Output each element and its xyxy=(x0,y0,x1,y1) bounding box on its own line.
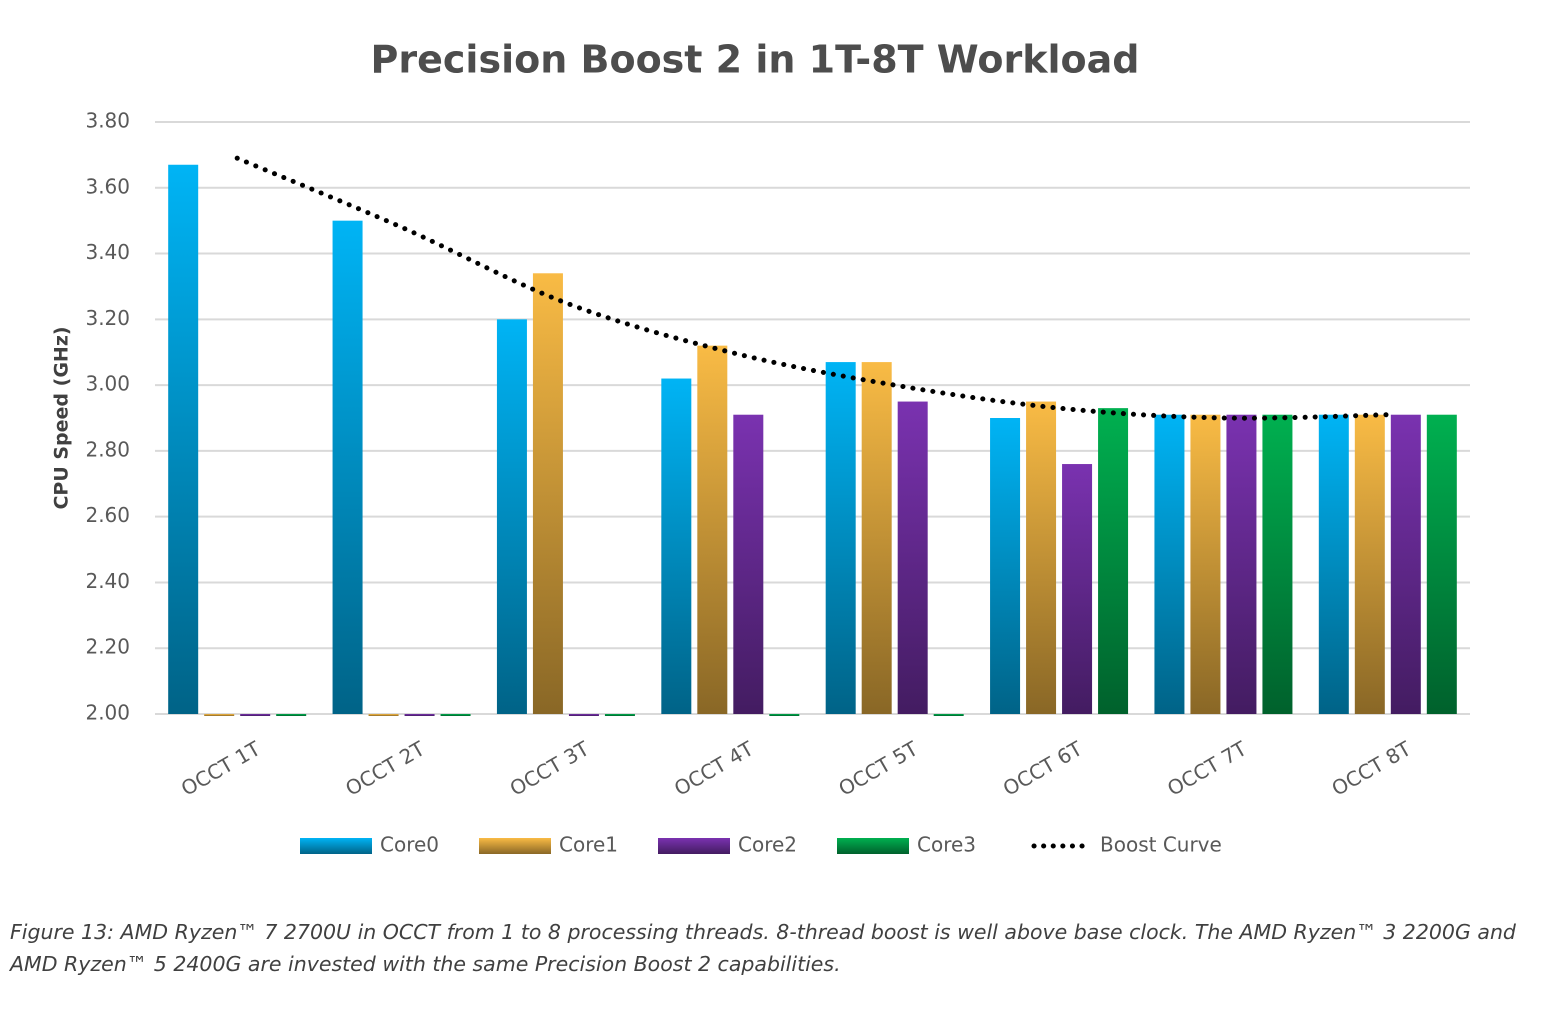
bar xyxy=(861,362,892,714)
legend-label: Boost Curve xyxy=(1100,833,1222,857)
legend-label: Core2 xyxy=(738,833,797,857)
bar xyxy=(496,319,527,714)
bar xyxy=(990,418,1021,714)
y-tick-label: 2.60 xyxy=(85,503,130,527)
x-tick-label: OCCT 3T xyxy=(506,736,594,801)
bar xyxy=(568,714,599,716)
y-tick-label: 3.00 xyxy=(85,372,130,396)
legend-swatch xyxy=(479,838,551,854)
y-tick-label: 2.20 xyxy=(85,635,130,659)
y-tick-label: 3.40 xyxy=(85,240,130,264)
x-tick-label: OCCT 1T xyxy=(177,736,265,801)
chart: Precision Boost 2 in 1T-8T Workload CPU … xyxy=(51,38,1470,857)
bar xyxy=(204,714,235,716)
bar xyxy=(733,414,764,714)
bar xyxy=(368,714,399,716)
y-tick-label: 2.80 xyxy=(85,437,130,461)
bar xyxy=(168,164,199,714)
bar xyxy=(1026,401,1057,714)
bar xyxy=(1262,414,1293,714)
x-tick-label: OCCT 5T xyxy=(834,736,922,801)
x-tick-label: OCCT 4T xyxy=(670,736,758,801)
bar xyxy=(404,714,435,716)
bar xyxy=(897,401,928,714)
legend-swatch xyxy=(837,838,909,854)
bar xyxy=(661,378,692,714)
boost-curve xyxy=(234,155,1391,421)
bar xyxy=(933,714,964,716)
bar xyxy=(276,714,307,716)
bar xyxy=(1062,464,1093,714)
bar xyxy=(532,273,563,714)
bar xyxy=(604,714,635,716)
x-tick-label: OCCT 8T xyxy=(1328,736,1416,801)
bar xyxy=(1318,414,1349,714)
bar xyxy=(1098,408,1129,714)
y-tick-label: 3.20 xyxy=(85,306,130,330)
y-tick-label: 2.40 xyxy=(85,569,130,593)
y-tick-label: 3.60 xyxy=(85,174,130,198)
bar xyxy=(1226,414,1257,714)
legend-swatch xyxy=(658,838,730,854)
legend-swatch xyxy=(300,838,372,854)
bar xyxy=(825,362,856,714)
bar xyxy=(1154,414,1185,714)
bar xyxy=(697,345,728,714)
x-tick-label: OCCT 2T xyxy=(341,736,429,801)
legend-label: Core3 xyxy=(917,833,976,857)
caption: Figure 13: AMD Ryzen™ 7 2700U in OCCT fr… xyxy=(10,920,1516,976)
bar xyxy=(769,714,800,716)
y-tick-label: 3.80 xyxy=(85,109,130,133)
bar xyxy=(1426,414,1457,714)
bar xyxy=(1354,414,1385,714)
legend-label: Core0 xyxy=(380,833,439,857)
y-tick-label: 2.00 xyxy=(85,701,130,725)
bar xyxy=(240,714,271,716)
bar xyxy=(1190,414,1221,714)
bar xyxy=(440,714,471,716)
legend-label: Core1 xyxy=(559,833,618,857)
chart-title: Precision Boost 2 in 1T-8T Workload xyxy=(371,38,1140,82)
bar xyxy=(332,220,363,714)
bar xyxy=(1390,414,1421,714)
y-axis-title: CPU Speed (GHz) xyxy=(51,326,73,509)
x-tick-label: OCCT 6T xyxy=(999,736,1087,801)
x-tick-label: OCCT 7T xyxy=(1163,736,1251,801)
